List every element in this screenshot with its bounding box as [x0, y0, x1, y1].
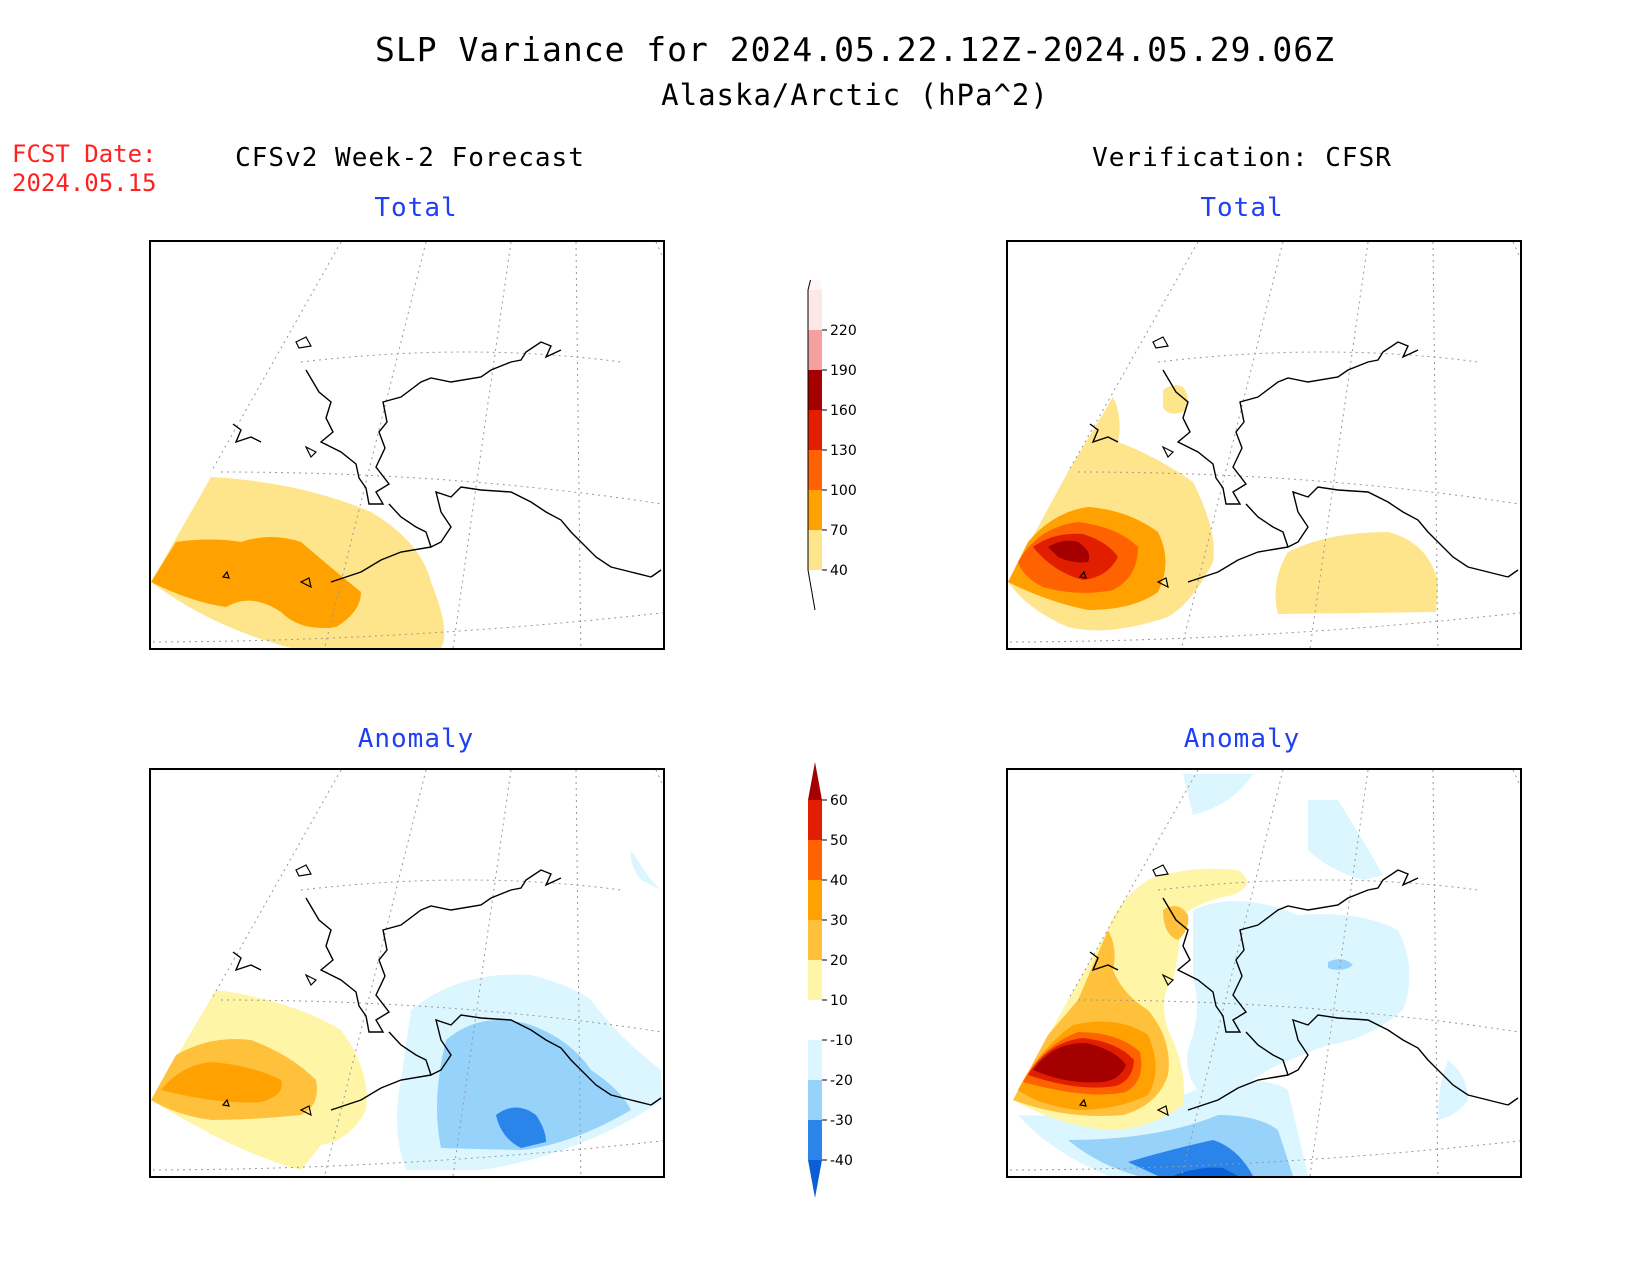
colorbar-band: [808, 530, 822, 570]
colorbar-tick-label: 50: [830, 833, 848, 849]
colorbar-tick-label: 60: [830, 793, 848, 809]
forecast-total-title: Total: [374, 193, 458, 223]
colorbar-band: [808, 880, 822, 920]
colorbar-tick-label: 70: [830, 523, 848, 539]
anomaly-neg10-contour: [1183, 774, 1253, 815]
colorbar-tick-label: -30: [830, 1113, 853, 1129]
colorbar-bottom-triangle: [808, 1160, 822, 1198]
colorbar-tick-label: 20: [830, 953, 848, 969]
colorbar-tick-label: 160: [830, 403, 857, 419]
colorbar-tip-line: [807, 569, 816, 611]
anomaly-30-contour: [161, 1062, 282, 1103]
colorbar-band: [808, 490, 822, 530]
colorbar-anomaly-svg: -40 -30 -20 -10 10 20 30 40 50 60: [808, 762, 853, 1198]
colorbar-tick-label: 220: [830, 323, 857, 339]
colorbar-band: [808, 800, 822, 840]
colorbar-band: [808, 370, 822, 410]
figure-subtitle: Alaska/Arctic (hPa^2): [661, 78, 1049, 112]
forecast-anomaly-map: [149, 768, 665, 1178]
anomaly-20-contour: [1163, 906, 1189, 940]
anomaly-neg40-contour: [1173, 1167, 1238, 1176]
colorbar-tick-label: 10: [830, 993, 848, 1009]
colorbar-total-svg: 40 70 100 130 160 190 220: [807, 261, 857, 611]
colorbar-tick-label: 30: [830, 913, 848, 929]
forecast-column-title: CFSv2 Week-2 Forecast: [235, 143, 585, 173]
colorbar-band: [808, 840, 822, 880]
anomaly-neg10-contour: [1438, 1060, 1468, 1120]
forecast-anomaly-map-svg: [151, 770, 663, 1176]
colorbar-band: [808, 410, 822, 450]
verification-column-title: Verification: CFSR: [1092, 143, 1392, 173]
colorbar-band: [808, 920, 822, 960]
fcst-date-label: FCST Date:: [12, 140, 157, 168]
colorbar-tick-label: 100: [830, 483, 857, 499]
colorbar-band: [808, 330, 822, 370]
colorbar-anomaly: -40 -30 -20 -10 10 20 30 40 50 60: [790, 750, 870, 1210]
colorbar-tick-label: 190: [830, 363, 857, 379]
colorbar-band: [808, 960, 822, 1000]
forecast-anomaly-title: Anomaly: [357, 724, 475, 754]
verification-total-map: [1006, 240, 1522, 650]
colorbar-band: [808, 290, 822, 330]
verification-anomaly-map: [1006, 768, 1522, 1178]
colorbar-tick-label: -40: [830, 1153, 853, 1169]
verification-anomaly-map-svg: [1008, 770, 1520, 1176]
anomaly-neg20-contour: [437, 1020, 631, 1150]
anomaly-60-contour: [1033, 1042, 1126, 1083]
anomaly-neg20-contour: [1328, 959, 1353, 970]
forecast-total-map: [149, 240, 665, 650]
colorbar-tick-label: -20: [830, 1073, 853, 1089]
colorbar-band: [808, 1120, 822, 1160]
forecast-total-map-svg: [151, 242, 663, 648]
verification-total-map-svg: [1008, 242, 1520, 648]
anomaly-neg10-contour: [1308, 800, 1383, 880]
variance-40-contour: [1163, 385, 1188, 414]
variance-40-contour: [1275, 532, 1438, 614]
anomaly-neg10-contour: [630, 850, 661, 890]
colorbar-tick-label: -10: [830, 1033, 853, 1049]
figure-title: SLP Variance for 2024.05.22.12Z-2024.05.…: [375, 30, 1335, 69]
colorbar-band: [808, 450, 822, 490]
verification-total-title: Total: [1200, 193, 1284, 223]
fcst-date-value: 2024.05.15: [12, 169, 157, 197]
variance-70-contour: [151, 537, 361, 628]
verification-anomaly-title: Anomaly: [1183, 724, 1301, 754]
colorbar-band: [808, 1040, 822, 1080]
colorbar-total: 40 70 100 130 160 190 220: [790, 261, 870, 620]
colorbar-band: [808, 1000, 822, 1040]
colorbar-band: [808, 1080, 822, 1120]
colorbar-tick-label: 130: [830, 443, 857, 459]
anomaly-neg30-contour: [1128, 1140, 1253, 1176]
variance-160-contour: [1048, 540, 1090, 563]
colorbar-tick-label: 40: [830, 563, 848, 579]
colorbar-tick-label: 40: [830, 873, 848, 889]
anomaly-neg30-contour: [496, 1107, 546, 1148]
colorbar-top-triangle: [808, 762, 822, 800]
